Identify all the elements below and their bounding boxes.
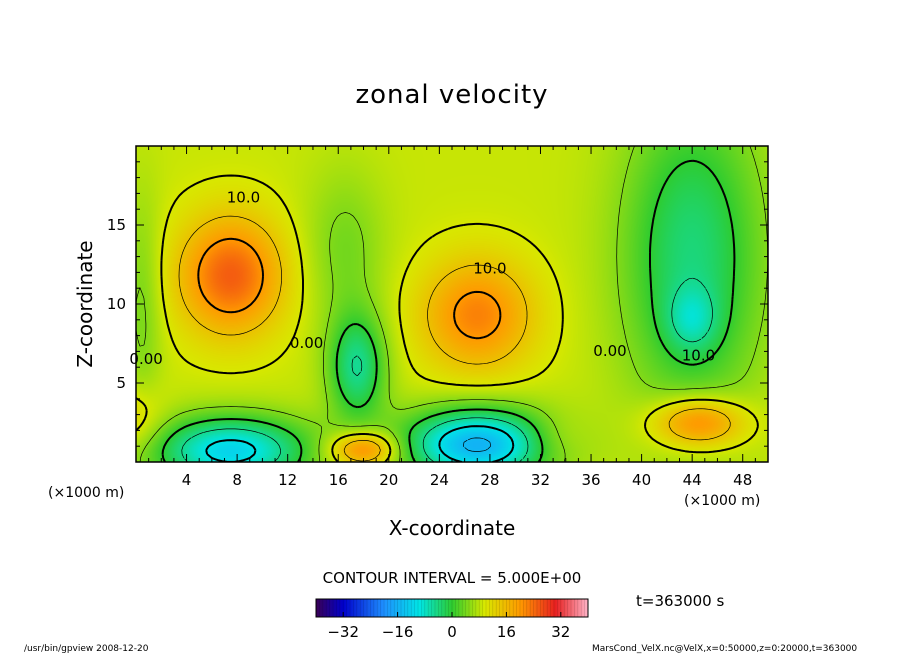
plot-area: 10.010.010.00.000.00 0.00 4 8 12 16 20 24 28 32 3… bbox=[107, 145, 769, 489]
contour-interval-label: CONTOUR INTERVAL = 5.000E+00 bbox=[323, 569, 582, 587]
contour-lines bbox=[136, 146, 768, 462]
colorbar-stripes bbox=[319, 599, 585, 617]
contour-label-1: 10.0 bbox=[473, 260, 506, 278]
colorbar-tick-label-2: 0 bbox=[447, 623, 457, 641]
contour-level-20 bbox=[197, 237, 502, 340]
contour-label-0: 10.0 bbox=[227, 189, 260, 207]
contour-label-2: 10.0 bbox=[682, 347, 715, 365]
x-tick-label-0: 4 bbox=[182, 471, 192, 489]
time-label: t=363000 s bbox=[636, 592, 724, 610]
x-tick-label-3: 16 bbox=[329, 471, 348, 489]
colorbar-tick-label-1: −16 bbox=[382, 623, 414, 641]
colorbar-gradient bbox=[316, 599, 588, 617]
y-tick-label-0: 5 bbox=[116, 374, 126, 392]
x-tick-label-11: 48 bbox=[733, 471, 752, 489]
contour-label-3: 0.00 bbox=[129, 350, 162, 368]
colorbar-tick-label-3: 16 bbox=[497, 623, 516, 641]
contour-level-5 bbox=[136, 146, 768, 462]
x-tick-label-5: 24 bbox=[430, 471, 449, 489]
chart-title: zonal velocity bbox=[355, 80, 548, 110]
contour-level-10 bbox=[136, 174, 759, 462]
contour-label-5: 0.00 bbox=[593, 342, 626, 360]
x-tick-label-1: 8 bbox=[232, 471, 242, 489]
x-tick-label-8: 36 bbox=[581, 471, 600, 489]
x-tick-label-6: 28 bbox=[480, 471, 499, 489]
footer-left: /usr/bin/gpview 2008-12-20 bbox=[24, 644, 149, 654]
x-tick-label-7: 32 bbox=[531, 471, 550, 489]
contour-level-m5 bbox=[181, 277, 713, 462]
colorbar-tick-label-0: −32 bbox=[327, 623, 359, 641]
x-unit-left: (×1000 m) bbox=[48, 485, 124, 501]
contour-level-0 bbox=[161, 159, 736, 462]
x-axis-label: X-coordinate bbox=[389, 516, 516, 540]
contour-labels: 10.0 10.0 10.0 0.00 0.00 0.00 bbox=[129, 189, 715, 368]
y-axis-label: Z-coordinate bbox=[73, 240, 97, 367]
colorbar-tick-label-4: 32 bbox=[551, 623, 570, 641]
contour-level-m10 bbox=[205, 425, 515, 462]
x-tick-label-4: 20 bbox=[379, 471, 398, 489]
colorbar-ticks: −32 −16 0 16 32 bbox=[327, 612, 570, 641]
x-tick-label-9: 40 bbox=[632, 471, 651, 489]
heatmap-field bbox=[136, 146, 768, 462]
x-tick-label-10: 44 bbox=[683, 471, 702, 489]
x-tick-label-2: 12 bbox=[278, 471, 297, 489]
footer-right: MarsCond_VelX.nc@VelX,x=0:50000,z=0:2000… bbox=[592, 644, 857, 654]
y-tick-label-2: 15 bbox=[107, 216, 126, 234]
y-tick-label-1: 10 bbox=[107, 295, 126, 313]
x-unit-right: (×1000 m) bbox=[684, 493, 760, 509]
colorbar: −32 −16 0 16 32 bbox=[315, 598, 589, 641]
contour-level-15 bbox=[178, 215, 731, 462]
contour-level-m15 bbox=[462, 437, 492, 452]
contour-label-4: 0.00 bbox=[290, 334, 323, 352]
